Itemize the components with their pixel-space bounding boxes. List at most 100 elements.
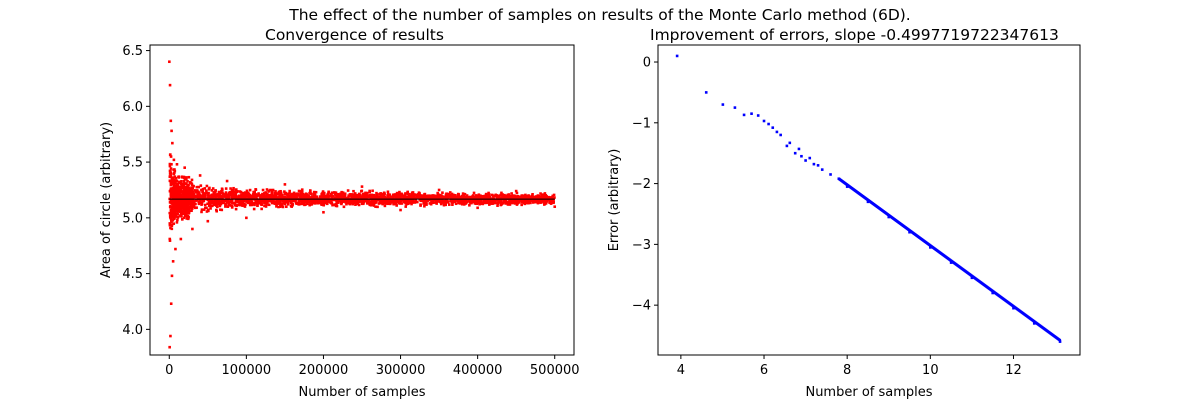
band-point <box>512 201 516 204</box>
band-point <box>313 195 317 199</box>
band-point <box>263 204 266 208</box>
band-point <box>282 201 286 204</box>
band-point <box>269 194 273 197</box>
band-point <box>322 202 325 205</box>
band-point <box>353 192 357 195</box>
band-point <box>282 196 285 200</box>
band-point <box>168 223 172 227</box>
band-point <box>209 207 212 210</box>
band-point <box>196 199 199 202</box>
x-tick-label: 6 <box>760 363 768 378</box>
data-point <box>929 246 932 249</box>
data-point <box>169 334 172 338</box>
band-point <box>320 203 323 206</box>
band-point <box>339 192 342 195</box>
band-point <box>208 186 211 190</box>
band-point <box>208 196 212 200</box>
band-point <box>371 189 374 193</box>
band-point <box>500 191 503 195</box>
band-point <box>266 200 269 204</box>
data-point <box>168 83 172 87</box>
band-point <box>298 194 302 198</box>
band-point <box>389 196 393 200</box>
band-point <box>468 203 471 207</box>
band-point <box>186 212 189 215</box>
band-point <box>425 203 428 206</box>
band-point <box>296 194 300 197</box>
band-point <box>220 208 224 212</box>
data-point <box>170 129 173 133</box>
band-point <box>345 198 348 202</box>
band-point <box>366 194 370 198</box>
band-point <box>281 205 285 209</box>
data-point <box>829 173 832 176</box>
band-point <box>443 199 447 203</box>
band-point <box>278 202 282 205</box>
band-point <box>483 197 487 200</box>
band-point <box>380 192 384 196</box>
band-point <box>499 201 503 204</box>
band-point <box>425 197 428 200</box>
band-point <box>465 196 468 200</box>
band-point <box>211 187 215 190</box>
band-point <box>333 198 336 201</box>
band-point <box>200 210 203 214</box>
band-point <box>213 200 217 204</box>
band-point <box>212 193 215 197</box>
band-point <box>288 191 291 195</box>
band-point <box>280 194 284 198</box>
data-point <box>800 154 803 158</box>
band-point <box>347 199 351 202</box>
band-point <box>432 194 436 198</box>
band-point <box>191 192 194 196</box>
band-point <box>308 191 311 195</box>
band-point <box>185 197 188 200</box>
band-point <box>256 193 259 197</box>
band-point <box>480 198 483 202</box>
band-point <box>386 201 389 205</box>
band-point <box>250 200 254 204</box>
band-point <box>377 196 381 200</box>
band-point <box>205 184 209 188</box>
band-point <box>541 194 544 197</box>
band-point <box>229 187 232 190</box>
band-point <box>429 202 433 206</box>
band-point <box>441 199 445 203</box>
band-point <box>224 203 227 206</box>
data-point <box>169 302 173 306</box>
band-point <box>205 189 208 192</box>
band-point <box>428 194 432 198</box>
band-point <box>242 199 246 203</box>
band-point <box>401 198 404 202</box>
band-point <box>507 202 510 206</box>
x-tick-label: 4 <box>677 363 685 378</box>
band-point <box>462 193 466 196</box>
band-point <box>322 192 326 196</box>
band-point <box>169 187 173 190</box>
band-point <box>510 196 514 199</box>
band-point <box>386 199 390 203</box>
band-point <box>215 209 219 213</box>
band-point <box>189 205 192 209</box>
band-point <box>316 200 320 203</box>
x-tick-label: 8 <box>843 363 851 378</box>
band-point <box>381 195 385 198</box>
band-point <box>522 196 525 200</box>
data-point <box>170 274 174 278</box>
band-point <box>243 205 247 208</box>
band-point <box>479 196 483 199</box>
band-point <box>295 202 299 205</box>
band-point <box>460 202 464 206</box>
band-point <box>291 199 295 203</box>
band-point <box>460 196 464 200</box>
band-point <box>299 190 302 193</box>
band-point <box>390 200 393 204</box>
band-point <box>194 202 197 206</box>
band-point <box>444 195 448 199</box>
band-point <box>217 200 221 204</box>
band-point <box>336 201 339 204</box>
band-point <box>404 201 407 205</box>
band-point <box>232 189 235 192</box>
band-point <box>370 202 374 206</box>
band-point <box>303 203 306 207</box>
